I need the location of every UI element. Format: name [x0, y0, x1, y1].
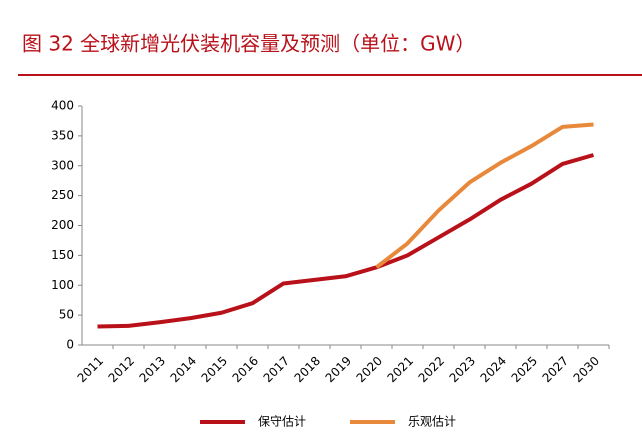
x-tick-label: 2018 — [292, 354, 323, 385]
x-tick-label: 2015 — [199, 354, 230, 385]
x-tick-label: 2019 — [323, 354, 354, 385]
x-tick-label: 2024 — [478, 354, 509, 385]
x-tick-label: 2016 — [230, 354, 261, 385]
y-tick-label: 300 — [51, 158, 74, 172]
x-tick-label: 2022 — [416, 354, 447, 385]
y-tick-label: 0 — [66, 338, 74, 352]
series-line — [375, 122, 594, 269]
y-tick-label: 200 — [51, 218, 74, 232]
x-tick-label: 2014 — [168, 354, 199, 385]
x-tick-label: 2020 — [354, 354, 385, 385]
x-tick-label: 2012 — [106, 354, 137, 385]
legend-label: 乐观估计 — [408, 415, 456, 429]
x-tick-label: 2025 — [509, 354, 540, 385]
x-tick-label: 2011 — [75, 354, 106, 385]
y-tick-label: 100 — [51, 278, 74, 292]
y-tick-label: 150 — [51, 248, 74, 262]
x-tick-label: 2030 — [571, 354, 602, 385]
x-tick-label: 2013 — [137, 354, 168, 385]
y-tick-label: 250 — [51, 188, 74, 202]
legend-label: 保守估计 — [258, 415, 306, 429]
x-tick-label: 2027 — [540, 354, 571, 385]
x-tick-label: 2023 — [447, 354, 478, 385]
y-tick-label: 350 — [51, 128, 74, 142]
y-tick-label: 50 — [59, 308, 74, 322]
chart-title: 图 32 全球新增光伏装机容量及预测（单位：GW） — [22, 32, 475, 56]
y-tick-label: 400 — [51, 99, 74, 113]
x-tick-label: 2017 — [261, 354, 292, 385]
x-tick-label: 2021 — [385, 354, 416, 385]
series-line — [97, 153, 595, 329]
